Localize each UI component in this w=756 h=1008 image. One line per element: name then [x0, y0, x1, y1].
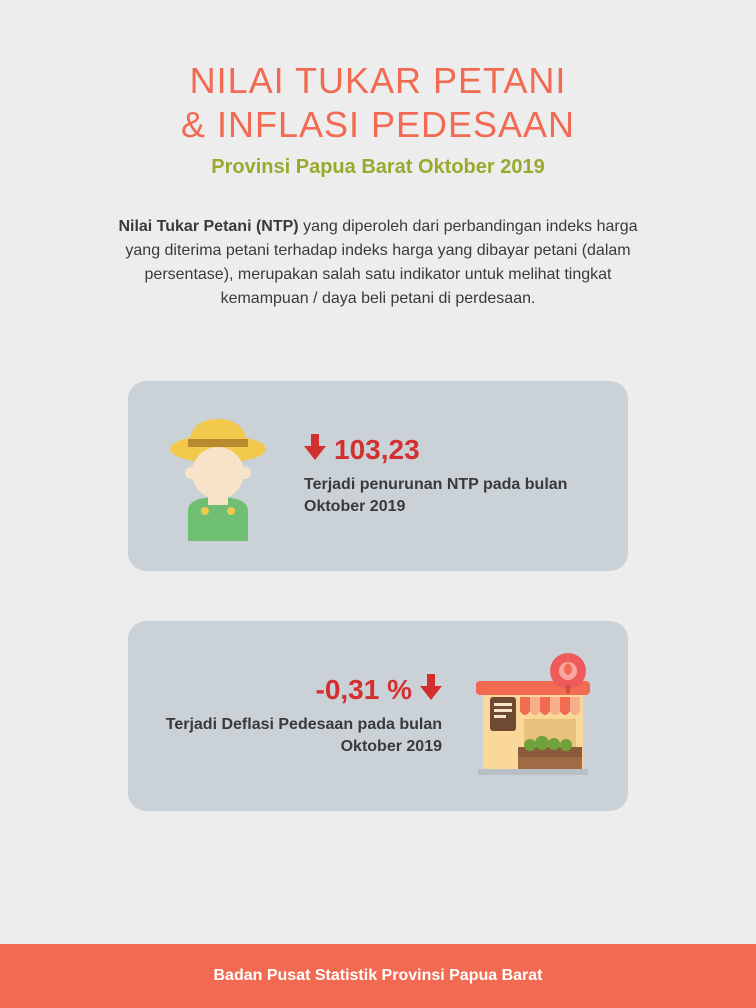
title-line2: & INFLASI PEDESAAN — [80, 104, 676, 146]
arrow-down-icon — [420, 674, 442, 705]
deflasi-value: -0,31 % — [316, 674, 413, 706]
cards-container: 103,23 Terjadi penurunan NTP pada bulan … — [128, 381, 628, 811]
ntp-value: 103,23 — [334, 434, 420, 466]
card-ntp: 103,23 Terjadi penurunan NTP pada bulan … — [128, 381, 628, 571]
card-deflasi-text: -0,31 % Terjadi Deflasi Pedesaan pada bu… — [158, 674, 442, 759]
card-ntp-text: 103,23 Terjadi penurunan NTP pada bulan … — [304, 434, 598, 519]
stat-row-ntp: 103,23 — [304, 434, 598, 466]
footer-text: Badan Pusat Statistik Provinsi Papua Bar… — [214, 967, 543, 985]
stat-row-deflasi: -0,31 % — [158, 674, 442, 706]
footer: Badan Pusat Statistik Provinsi Papua Bar… — [0, 944, 756, 1008]
deflasi-caption: Terjadi Deflasi Pedesaan pada bulan Okto… — [158, 714, 442, 759]
farmer-icon — [158, 411, 278, 541]
desc-bold: Nilai Tukar Petani (NTP) — [118, 218, 298, 235]
title-line1: NILAI TUKAR PETANI — [80, 60, 676, 102]
ntp-caption: Terjadi penurunan NTP pada bulan Oktober… — [304, 474, 598, 519]
card-deflasi: -0,31 % Terjadi Deflasi Pedesaan pada bu… — [128, 621, 628, 811]
subtitle: Provinsi Papua Barat Oktober 2019 — [80, 156, 676, 179]
description: Nilai Tukar Petani (NTP) yang diperoleh … — [108, 215, 648, 311]
arrow-down-icon — [304, 434, 326, 465]
shop-icon — [468, 651, 598, 781]
